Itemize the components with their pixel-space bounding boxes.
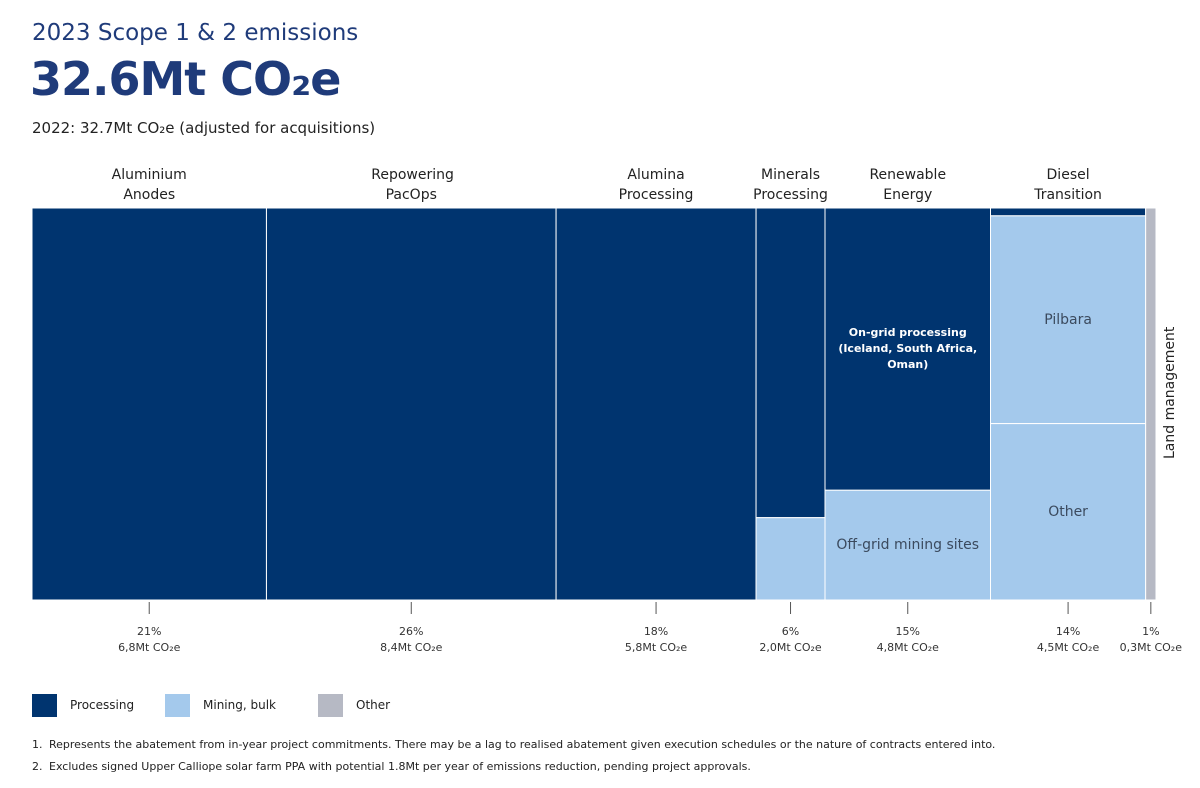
category-label: Minerals Processing <box>753 167 828 203</box>
category-label: Renewable Energy <box>869 167 947 203</box>
category-label: Repowering PacOps <box>371 167 454 203</box>
legend-swatch <box>165 694 190 717</box>
segment <box>824 207 992 491</box>
segment <box>755 517 826 601</box>
segment <box>990 207 1147 217</box>
segment-label: Off-grid mining sites <box>836 537 980 554</box>
segment-label: Pilbara <box>1044 311 1092 328</box>
segment-label: On-grid processing (Iceland, South Afric… <box>838 326 978 372</box>
segment <box>990 215 1147 425</box>
value-label: 5,8Mt CO₂e <box>624 641 688 654</box>
share-label: 14% <box>1055 625 1081 638</box>
segment-label: Other <box>1048 503 1088 520</box>
category-label: Alumina Processing <box>618 167 694 203</box>
share-label: 1% <box>1142 625 1160 638</box>
segment <box>755 207 826 519</box>
share-label: 15% <box>895 625 920 638</box>
legend-label: Processing <box>70 698 135 712</box>
subtitle: 2022: 32.7Mt CO₂e (adjusted for acquisit… <box>32 119 376 137</box>
legend-swatch <box>32 694 57 717</box>
note-text: Excludes signed Upper Calliope solar far… <box>49 760 751 773</box>
share-label: 18% <box>643 625 669 638</box>
category-label: Diesel Transition <box>1034 167 1102 203</box>
legend-label: Other <box>356 698 391 712</box>
legend-swatch <box>318 694 343 717</box>
value-label: 4,8Mt CO₂e <box>876 641 939 654</box>
segment <box>555 207 757 601</box>
segment <box>31 207 267 601</box>
headline: 32.6Mt CO₂e <box>30 52 341 106</box>
share-label: 26% <box>399 625 424 638</box>
segment <box>265 207 557 601</box>
value-label: 0,3Mt CO₂e <box>1119 641 1182 654</box>
value-label: 8,4Mt CO₂e <box>380 641 443 654</box>
note-text: Represents the abatement from in-year pr… <box>49 738 996 751</box>
share-label: 6% <box>781 625 800 638</box>
value-label: 2,0Mt CO₂e <box>759 641 822 654</box>
note-number: 1. <box>32 738 43 751</box>
segment <box>824 489 992 601</box>
share-label: 21% <box>136 625 162 638</box>
note-number: 2. <box>32 760 43 773</box>
value-label: 6,8Mt CO₂e <box>118 641 181 654</box>
category-label: Aluminium Anodes <box>111 167 187 203</box>
category-label: Land management <box>1162 326 1178 459</box>
legend-label: Mining, bulk <box>203 698 276 712</box>
value-label: 4,5Mt CO₂e <box>1036 641 1100 654</box>
chart-title: 2023 Scope 1 & 2 emissions <box>32 20 359 46</box>
segment <box>1145 207 1157 601</box>
